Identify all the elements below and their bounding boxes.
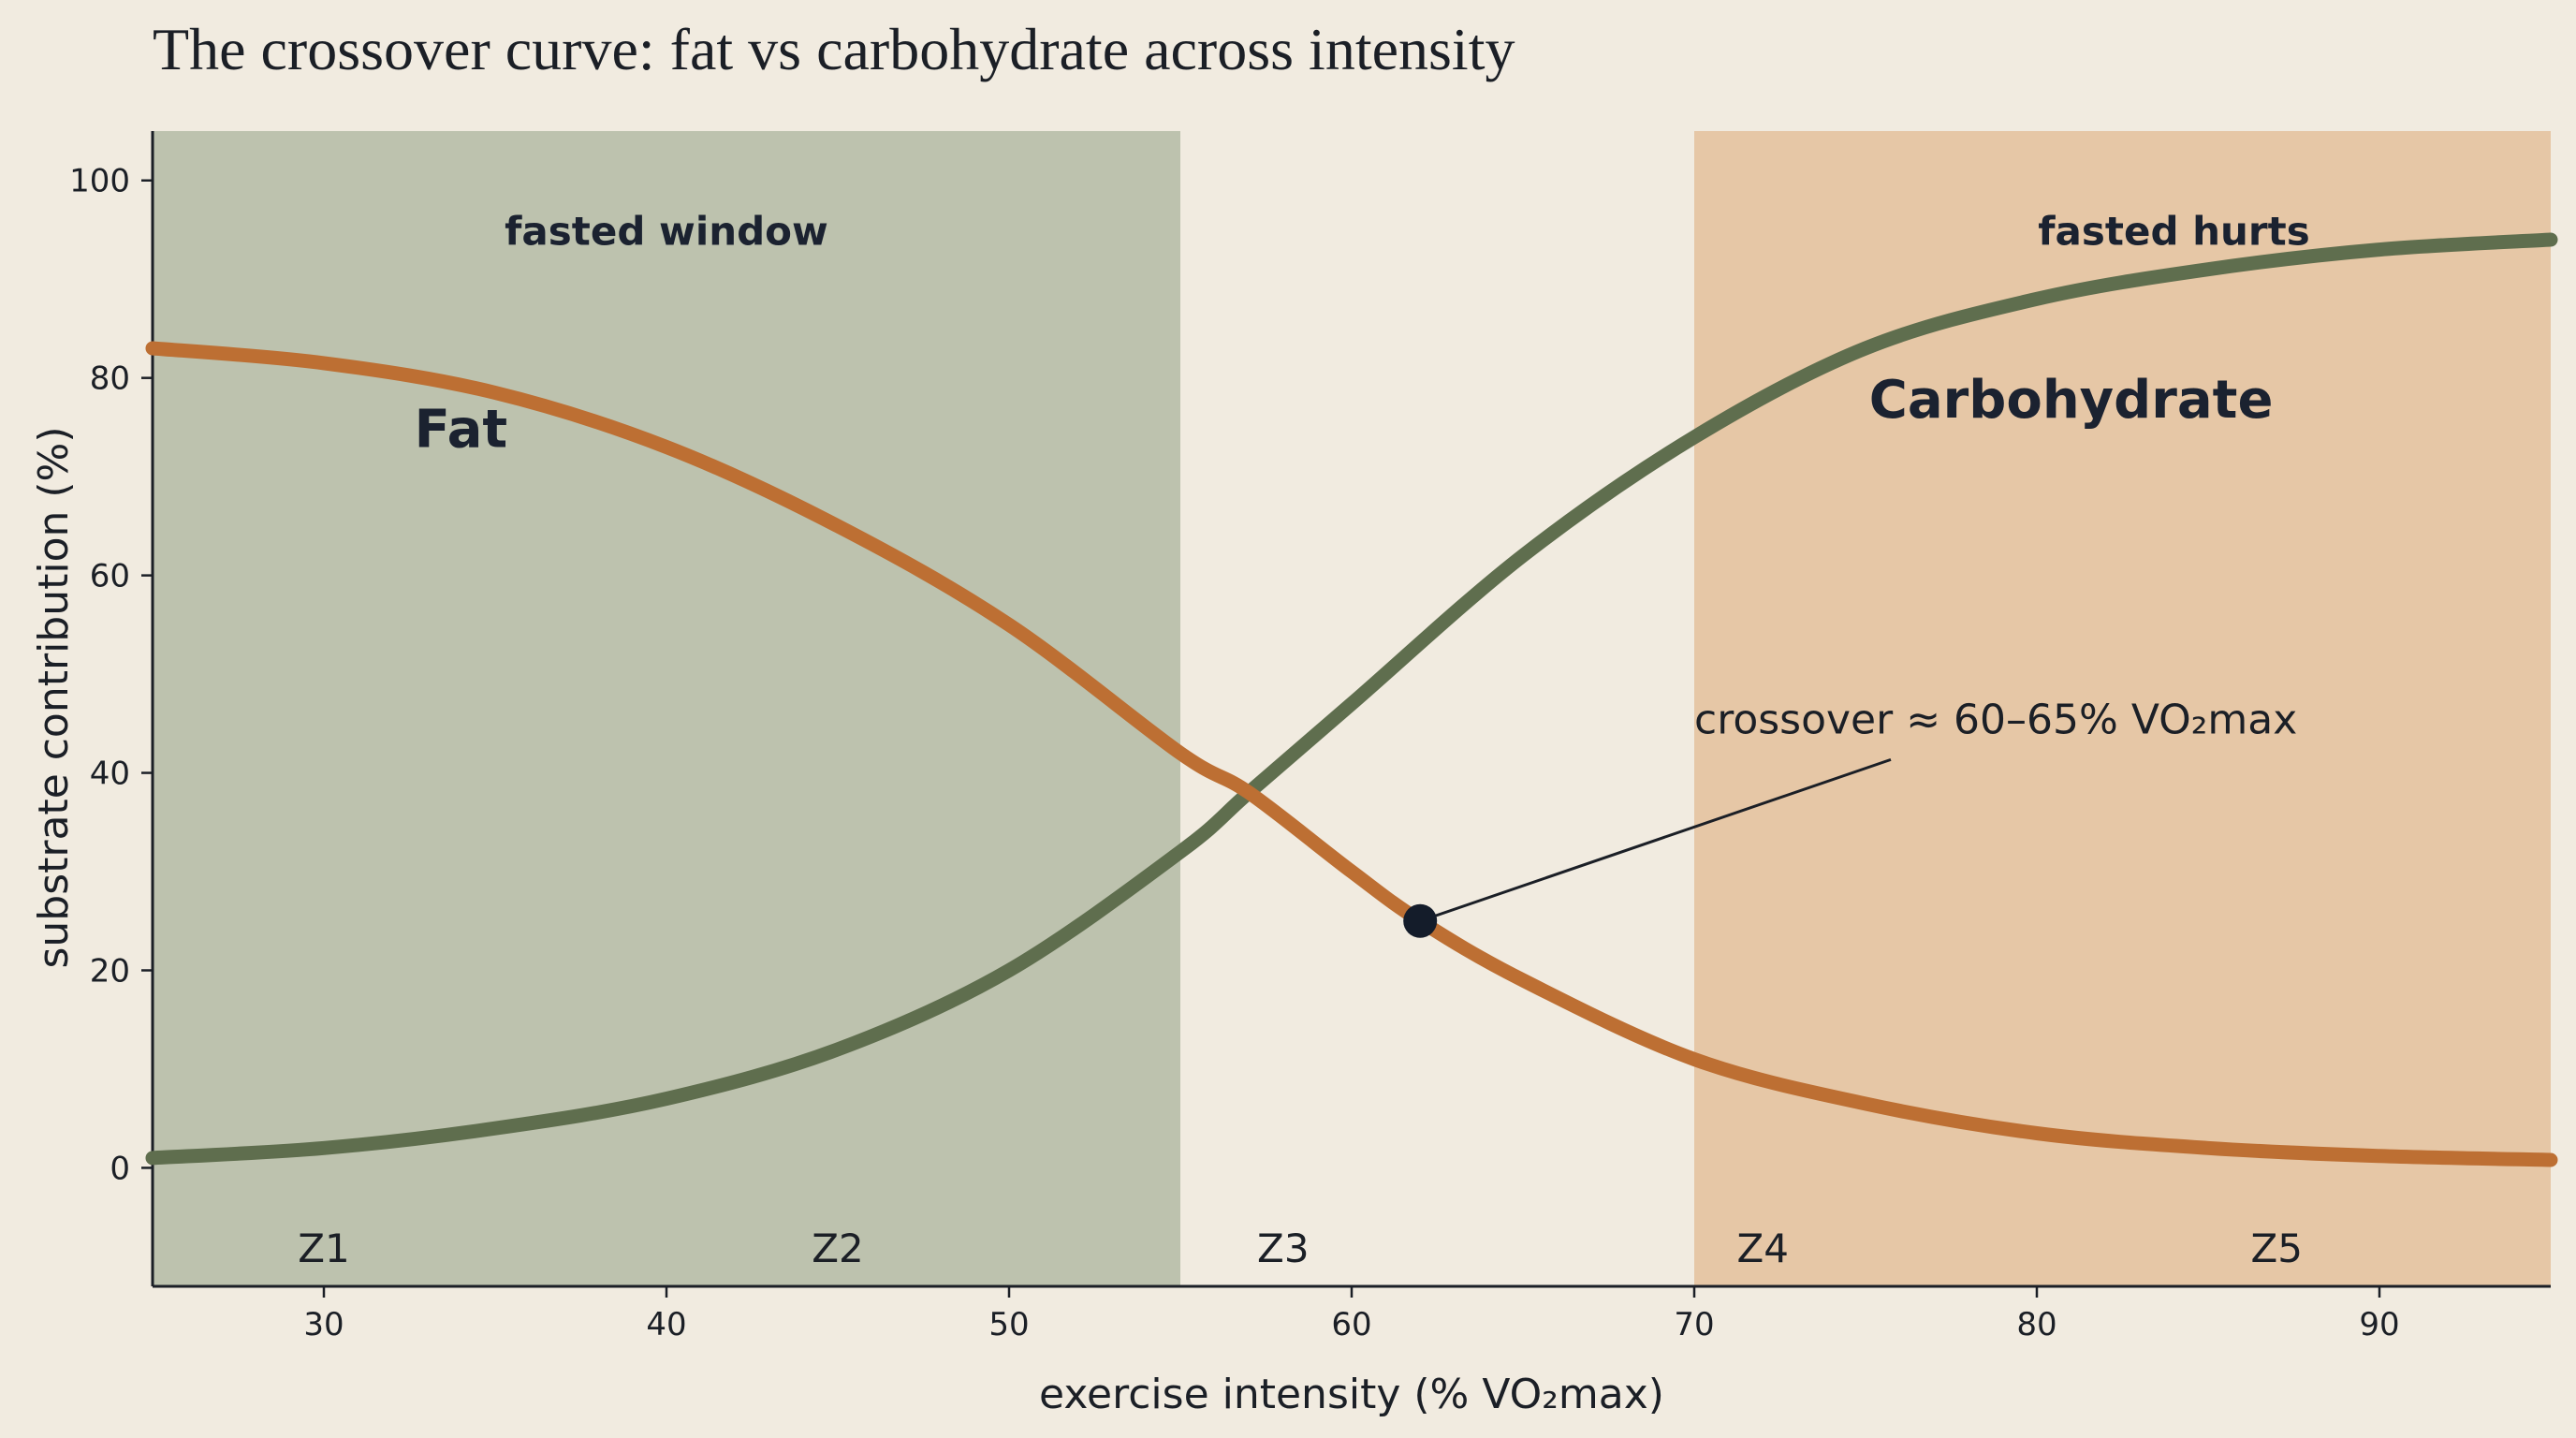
y-tick-label: 0 (110, 1150, 130, 1187)
zone-label-z1: Z1 (298, 1225, 350, 1271)
x-tick-label: 50 (988, 1306, 1029, 1343)
zone-label-z3: Z3 (1257, 1225, 1310, 1271)
series-label-fat: Fat (415, 400, 508, 461)
x-tick-label: 70 (1674, 1306, 1714, 1343)
region-fasted-window (153, 131, 1180, 1286)
region-label-fasted-hurts: fasted hurts (2038, 208, 2309, 254)
zone-label-z4: Z4 (1736, 1225, 1789, 1271)
x-tick-label: 30 (303, 1306, 344, 1343)
series-label-carbohydrate: Carbohydrate (1869, 370, 2274, 431)
x-axis-label: exercise intensity (% VO₂max) (1039, 1371, 1664, 1418)
series-line-carbohydrate (145, 232, 2558, 1166)
y-tick-label: 20 (90, 952, 130, 990)
zone-label-z2: Z2 (812, 1225, 864, 1271)
annotation-label: crossover ≈ 60–65% VO₂max (1694, 696, 2297, 743)
x-tick-label: 80 (2016, 1306, 2056, 1343)
y-tick-label: 80 (90, 360, 130, 398)
series-layer (145, 232, 2558, 1167)
y-tick-label: 100 (69, 163, 130, 200)
series-line-fat (145, 341, 2558, 1167)
y-tick-label: 40 (90, 756, 130, 793)
axes-layer: 30 40 50 60 70 80 90 0 20 40 60 80 100 (69, 131, 2551, 1343)
annotation-leader-line (1419, 757, 1892, 923)
y-tick-label: 60 (90, 558, 130, 595)
region-layer (153, 131, 2551, 1286)
crossover-point (1403, 903, 1438, 938)
y-axis-label: substrate contribution (%) (30, 426, 78, 968)
region-label-fasted-window: fasted window (505, 208, 828, 254)
label-layer: fasted window fasted hurts Fat Carbohydrate… (298, 208, 2309, 1271)
chart-title: The crossover curve: fat vs carbohydrate… (153, 16, 1515, 82)
x-tick-label: 90 (2359, 1306, 2399, 1343)
zone-label-z5: Z5 (2250, 1225, 2303, 1271)
x-tick-label: 60 (1331, 1306, 1371, 1343)
x-tick-label: 40 (646, 1306, 686, 1343)
